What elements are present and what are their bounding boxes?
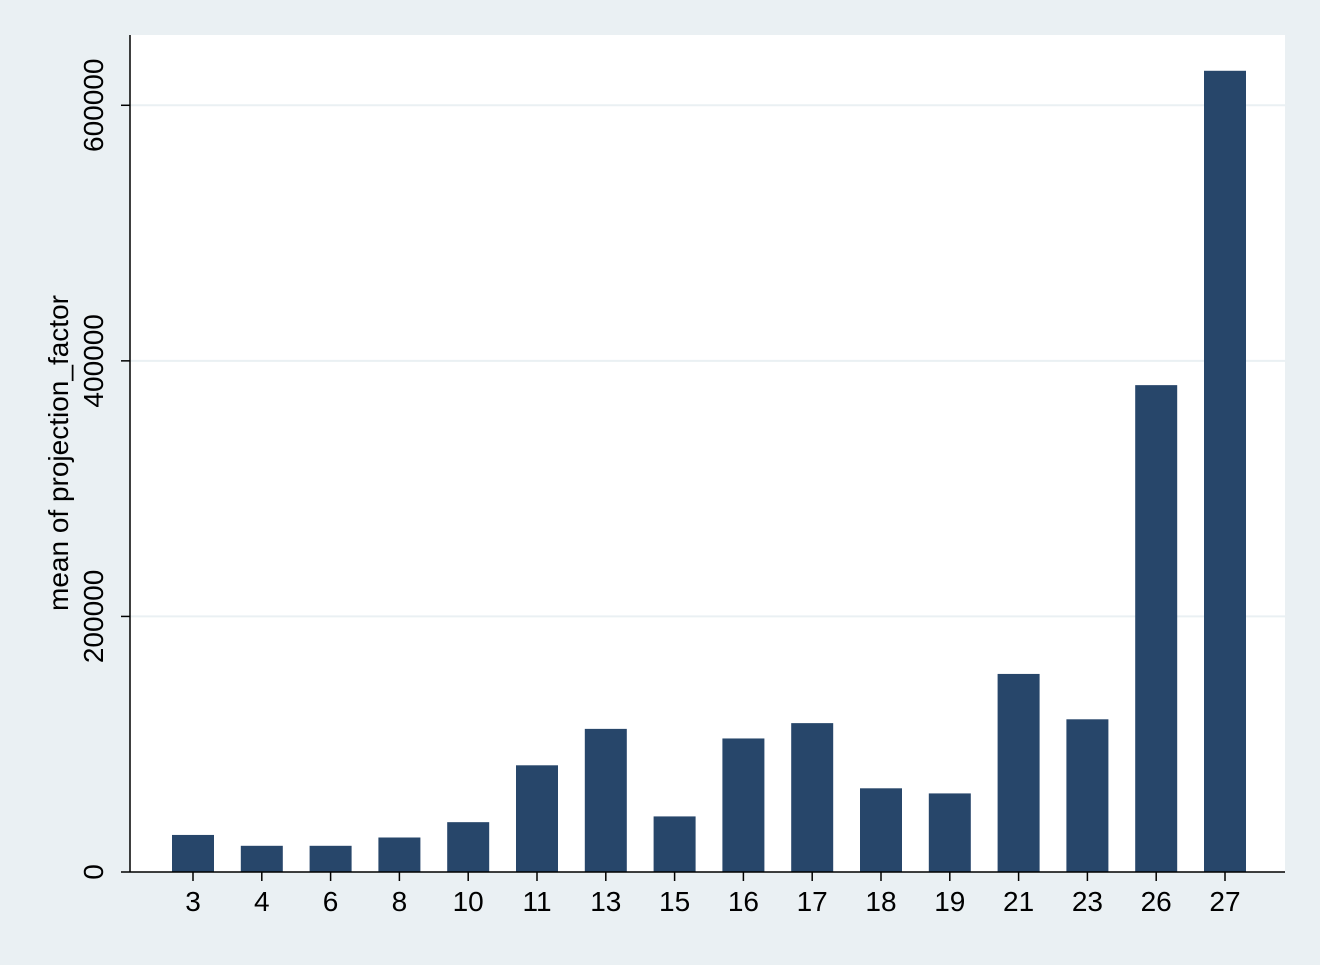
bar-6 (309, 845, 352, 872)
x-tick-label: 11 (522, 886, 551, 917)
x-tick-label: 10 (453, 886, 484, 917)
x-tick-label: 26 (1141, 886, 1172, 917)
bar-19 (928, 793, 971, 872)
x-tick-label: 3 (185, 886, 201, 917)
x-tick-label: 8 (392, 886, 408, 917)
x-tick-label: 19 (934, 886, 965, 917)
y-tick-label: 600000 (78, 59, 109, 152)
bar-26 (1135, 385, 1178, 872)
bar-16 (722, 738, 765, 872)
bar-3 (172, 834, 214, 872)
x-tick-label: 18 (865, 886, 896, 917)
x-tick-label: 21 (1003, 886, 1034, 917)
bar-17 (791, 723, 834, 872)
bar-4 (240, 845, 283, 872)
bar-15 (653, 816, 696, 872)
y-tick-label: 200000 (78, 570, 109, 663)
x-tick-label: 27 (1209, 886, 1240, 917)
x-tick-label: 23 (1072, 886, 1103, 917)
x-tick-label: 17 (797, 886, 828, 917)
bar-10 (447, 822, 490, 872)
y-tick-label: 400000 (78, 314, 109, 407)
bar-8 (378, 837, 421, 872)
y-axis-label: mean of projection_factor (43, 295, 74, 611)
bar-27 (1204, 70, 1246, 872)
bar-21 (997, 673, 1040, 872)
bar-23 (1066, 719, 1109, 872)
bar-18 (860, 788, 902, 872)
y-tick-label: 0 (78, 864, 109, 880)
y-axis-ticks: 0 200000 400000 600000 (78, 59, 130, 880)
x-axis-ticks: 3 4 6 8 10 11 13 15 16 17 18 19 21 23 26 27 (185, 872, 1241, 917)
x-tick-label: 6 (323, 886, 339, 917)
x-tick-label: 16 (728, 886, 759, 917)
x-tick-label: 4 (254, 886, 270, 917)
x-tick-label: 13 (590, 886, 621, 917)
x-tick-label: 15 (659, 886, 690, 917)
gridlines (130, 104, 1285, 618)
bars (172, 70, 1246, 872)
plot-area (130, 35, 1285, 872)
bar-13 (584, 728, 627, 872)
bar-11 (516, 765, 558, 872)
